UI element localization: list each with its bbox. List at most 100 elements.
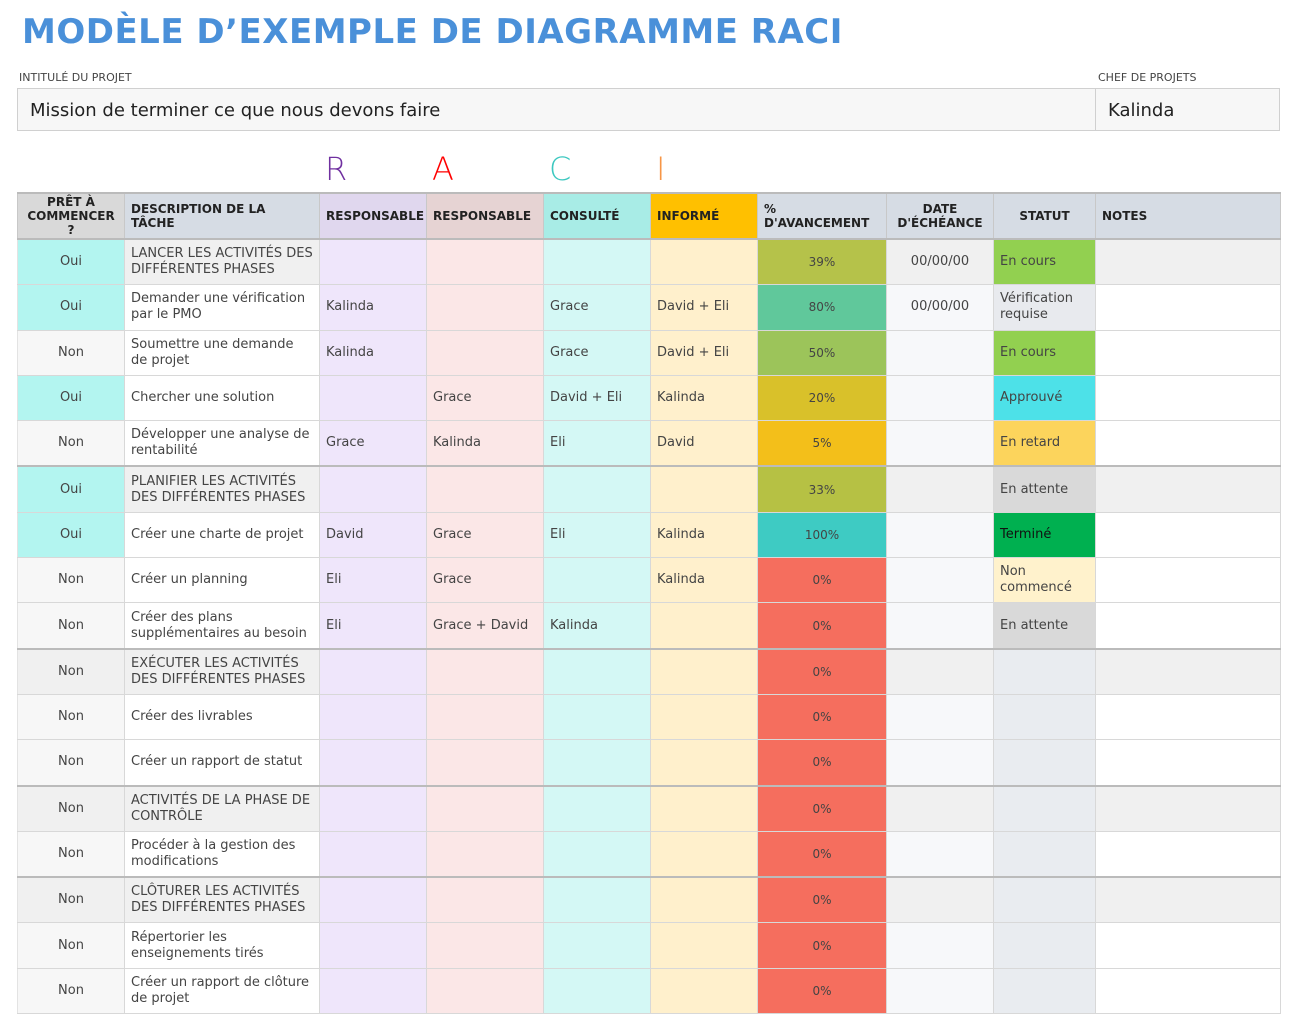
cell-r[interactable] bbox=[319, 465, 427, 513]
cell-i[interactable]: Kalinda bbox=[650, 557, 758, 604]
cell-notes[interactable] bbox=[1095, 739, 1281, 787]
cell-progress[interactable]: 100% bbox=[757, 511, 887, 559]
cell-r[interactable] bbox=[319, 830, 427, 878]
cell-task[interactable]: ACTIVITÉS DE LA PHASE DE CONTRÔLE bbox=[124, 784, 320, 832]
cell-i[interactable]: David + Eli bbox=[650, 284, 758, 331]
cell-a[interactable]: Grace bbox=[426, 511, 544, 559]
cell-i[interactable] bbox=[650, 784, 758, 832]
cell-i[interactable] bbox=[650, 922, 758, 969]
cell-i[interactable]: David + Eli bbox=[650, 329, 758, 376]
cell-ready[interactable]: Non bbox=[17, 967, 125, 1015]
cell-c[interactable] bbox=[543, 647, 651, 695]
cell-notes[interactable] bbox=[1095, 374, 1281, 422]
cell-task[interactable]: Créer une charte de projet bbox=[124, 511, 320, 559]
cell-a[interactable] bbox=[426, 967, 544, 1015]
cell-i[interactable] bbox=[650, 465, 758, 513]
cell-r[interactable] bbox=[319, 922, 427, 969]
cell-i[interactable] bbox=[650, 830, 758, 878]
cell-r[interactable] bbox=[319, 238, 427, 286]
cell-date[interactable] bbox=[886, 922, 994, 969]
cell-a[interactable] bbox=[426, 739, 544, 787]
cell-status[interactable] bbox=[993, 739, 1096, 787]
cell-notes[interactable] bbox=[1095, 465, 1281, 513]
cell-progress[interactable]: 39% bbox=[757, 238, 887, 286]
cell-c[interactable] bbox=[543, 739, 651, 787]
cell-c[interactable]: Eli bbox=[543, 511, 651, 559]
cell-notes[interactable] bbox=[1095, 967, 1281, 1015]
cell-task[interactable]: Demander une vérification par le PMO bbox=[124, 284, 320, 331]
cell-status[interactable]: En cours bbox=[993, 329, 1096, 376]
cell-notes[interactable] bbox=[1095, 922, 1281, 969]
cell-notes[interactable] bbox=[1095, 329, 1281, 376]
cell-c[interactable] bbox=[543, 238, 651, 286]
cell-ready[interactable]: Non bbox=[17, 876, 125, 924]
cell-c[interactable] bbox=[543, 830, 651, 878]
cell-status[interactable] bbox=[993, 830, 1096, 878]
cell-i[interactable] bbox=[650, 967, 758, 1015]
cell-c[interactable] bbox=[543, 693, 651, 741]
cell-task[interactable]: Soumettre une demande de projet bbox=[124, 329, 320, 376]
cell-status[interactable] bbox=[993, 784, 1096, 832]
cell-status[interactable]: Non commencé bbox=[993, 557, 1096, 604]
cell-a[interactable]: Grace bbox=[426, 374, 544, 422]
cell-c[interactable]: Grace bbox=[543, 329, 651, 376]
cell-notes[interactable] bbox=[1095, 284, 1281, 331]
cell-notes[interactable] bbox=[1095, 693, 1281, 741]
cell-status[interactable] bbox=[993, 967, 1096, 1015]
cell-i[interactable]: Kalinda bbox=[650, 374, 758, 422]
header-consulted[interactable]: CONSULTÉ bbox=[543, 192, 651, 240]
cell-notes[interactable] bbox=[1095, 830, 1281, 878]
cell-date[interactable]: 00/00/00 bbox=[886, 238, 994, 286]
cell-date[interactable] bbox=[886, 329, 994, 376]
cell-a[interactable] bbox=[426, 284, 544, 331]
cell-ready[interactable]: Oui bbox=[17, 465, 125, 513]
cell-date[interactable] bbox=[886, 967, 994, 1015]
cell-r[interactable]: Kalinda bbox=[319, 284, 427, 331]
cell-r[interactable] bbox=[319, 876, 427, 924]
header-ready[interactable]: PRÊT À COMMENCER ? bbox=[17, 192, 125, 240]
cell-a[interactable] bbox=[426, 830, 544, 878]
cell-task[interactable]: Créer un rapport de clôture de projet bbox=[124, 967, 320, 1015]
header-due-date[interactable]: DATE D'ÉCHÉANCE bbox=[886, 192, 994, 240]
header-responsible-a[interactable]: RESPONSABLE bbox=[426, 192, 544, 240]
cell-r[interactable] bbox=[319, 739, 427, 787]
header-notes[interactable]: NOTES bbox=[1095, 192, 1281, 240]
cell-date[interactable] bbox=[886, 511, 994, 559]
cell-progress[interactable]: 33% bbox=[757, 465, 887, 513]
cell-ready[interactable]: Non bbox=[17, 739, 125, 787]
cell-ready[interactable]: Non bbox=[17, 830, 125, 878]
cell-ready[interactable]: Non bbox=[17, 329, 125, 376]
cell-ready[interactable]: Non bbox=[17, 557, 125, 604]
cell-a[interactable]: Kalinda bbox=[426, 420, 544, 467]
cell-i[interactable] bbox=[650, 693, 758, 741]
cell-c[interactable] bbox=[543, 784, 651, 832]
cell-r[interactable] bbox=[319, 784, 427, 832]
cell-notes[interactable] bbox=[1095, 511, 1281, 559]
cell-date[interactable] bbox=[886, 420, 994, 467]
cell-progress[interactable]: 0% bbox=[757, 830, 887, 878]
cell-date[interactable] bbox=[886, 374, 994, 422]
cell-status[interactable]: En attente bbox=[993, 465, 1096, 513]
cell-task[interactable]: Répertorier les enseignements tirés bbox=[124, 922, 320, 969]
cell-notes[interactable] bbox=[1095, 420, 1281, 467]
project-manager-field[interactable]: Kalinda bbox=[1095, 88, 1280, 131]
cell-a[interactable] bbox=[426, 784, 544, 832]
cell-date[interactable] bbox=[886, 465, 994, 513]
cell-c[interactable]: Grace bbox=[543, 284, 651, 331]
cell-progress[interactable]: 0% bbox=[757, 784, 887, 832]
cell-c[interactable] bbox=[543, 557, 651, 604]
cell-progress[interactable]: 0% bbox=[757, 876, 887, 924]
project-title-field[interactable]: Mission de terminer ce que nous devons f… bbox=[17, 88, 1096, 131]
cell-ready[interactable]: Oui bbox=[17, 238, 125, 286]
cell-task[interactable]: Créer un planning bbox=[124, 557, 320, 604]
cell-status[interactable]: En cours bbox=[993, 238, 1096, 286]
cell-a[interactable] bbox=[426, 329, 544, 376]
cell-ready[interactable]: Non bbox=[17, 922, 125, 969]
cell-status[interactable]: Approuvé bbox=[993, 374, 1096, 422]
cell-i[interactable] bbox=[650, 876, 758, 924]
cell-progress[interactable]: 20% bbox=[757, 374, 887, 422]
cell-i[interactable] bbox=[650, 739, 758, 787]
cell-date[interactable] bbox=[886, 693, 994, 741]
cell-r[interactable] bbox=[319, 647, 427, 695]
header-status[interactable]: STATUT bbox=[993, 192, 1096, 240]
